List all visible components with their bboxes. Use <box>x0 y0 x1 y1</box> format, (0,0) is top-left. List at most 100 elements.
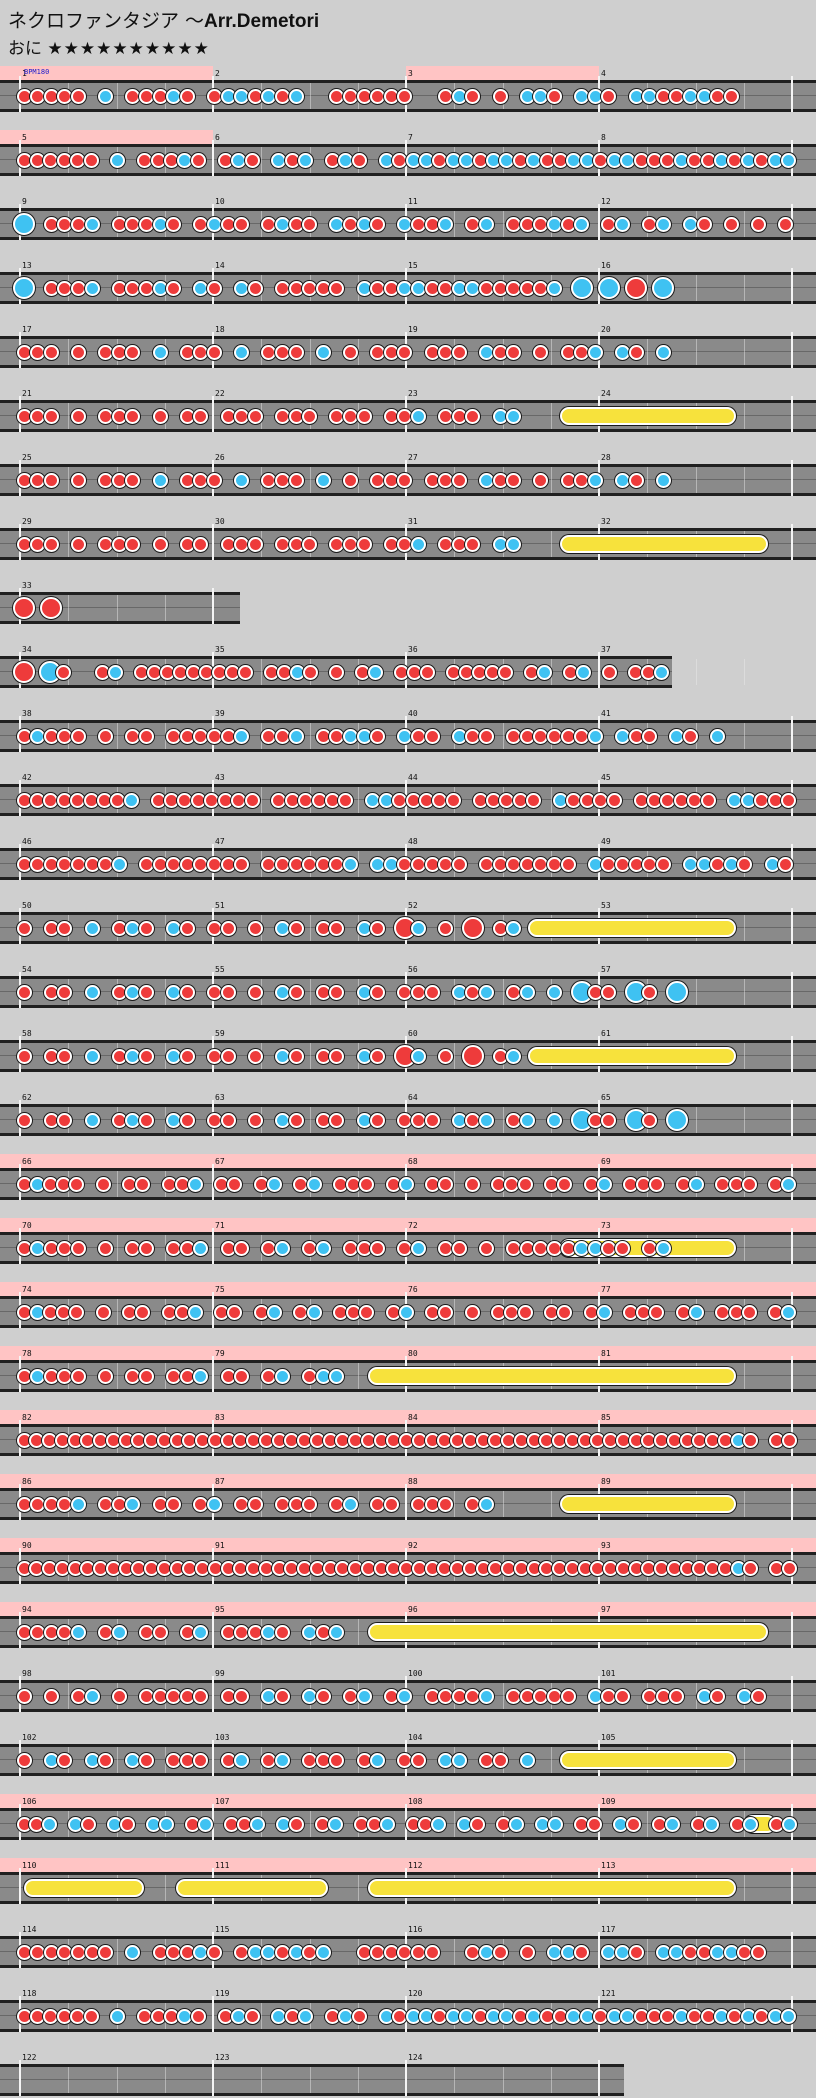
don-note <box>465 536 481 552</box>
don-note <box>470 1816 486 1832</box>
chart-row: 17 18 19 20 <box>0 322 816 370</box>
don-note <box>220 1048 236 1064</box>
don-note <box>234 536 250 552</box>
beat-line <box>357 2067 359 2093</box>
beat-line <box>647 1811 649 1837</box>
don-note <box>206 344 222 360</box>
ka-note <box>187 1176 203 1192</box>
measure-number: 88 <box>408 1477 418 1486</box>
don-note <box>237 664 253 680</box>
ka-note <box>111 1624 127 1640</box>
don-note <box>370 1048 386 1064</box>
don-note <box>83 2008 99 2024</box>
measure-line <box>598 204 600 240</box>
don-note <box>234 216 250 232</box>
lane-edgeB <box>0 1517 816 1520</box>
measure-number: 15 <box>408 261 418 270</box>
chart-row: 106 107 108 109 <box>0 1794 816 1842</box>
beat-line <box>502 1683 504 1709</box>
measure-number: 94 <box>22 1605 32 1614</box>
lane-edgeB <box>0 685 672 688</box>
beat-line <box>743 275 745 301</box>
lane-edgeT <box>0 1488 816 1491</box>
measure-number: 46 <box>22 837 32 846</box>
ka-note <box>398 1176 414 1192</box>
don-note <box>166 1368 182 1384</box>
measure-number: 97 <box>601 1605 611 1614</box>
don-note <box>329 1752 345 1768</box>
don-note <box>190 2008 206 2024</box>
measure-line <box>791 1740 793 1776</box>
big-don-note <box>13 661 35 683</box>
measure-number: 4 <box>601 69 606 78</box>
lane-edgeB <box>0 749 816 752</box>
lane-edgeB <box>0 429 816 432</box>
lane-edgeT <box>0 80 816 83</box>
measure-number: 11 <box>408 197 418 206</box>
lane-edgeT <box>0 1872 816 1875</box>
measure-line <box>19 2060 21 2096</box>
chart-row: 66 67 68 69 <box>0 1154 816 1202</box>
ka-note <box>342 728 358 744</box>
chart-row: 94 95 96 97 <box>0 1602 816 1650</box>
don-note <box>16 1752 32 1768</box>
lane-edgeB <box>0 2093 624 2096</box>
don-note <box>438 1176 454 1192</box>
don-note <box>70 1944 86 1960</box>
measure-number: 38 <box>22 709 32 718</box>
lane-edgeT <box>0 336 816 339</box>
don-note <box>438 920 454 936</box>
beat-line <box>647 275 649 301</box>
beat-line <box>164 723 166 749</box>
don-note <box>179 920 195 936</box>
measure-number: 42 <box>22 773 32 782</box>
ka-note <box>342 856 358 872</box>
beat-line <box>357 1619 359 1645</box>
measure-number: 10 <box>215 197 225 206</box>
don-note <box>274 280 290 296</box>
lane-edgeT <box>0 1232 816 1235</box>
don-note <box>231 792 247 808</box>
measure-number: 34 <box>22 645 32 654</box>
measure-number: 116 <box>408 1925 423 1934</box>
lane-edgeT <box>0 2064 624 2067</box>
don-note <box>329 920 345 936</box>
ka-note <box>536 664 552 680</box>
don-note <box>98 1944 114 1960</box>
don-note <box>370 984 386 1000</box>
measure-line <box>791 1356 793 1392</box>
ka-note <box>459 152 475 168</box>
lane-edgeB <box>0 1965 816 1968</box>
measure-number: 108 <box>408 1797 423 1806</box>
don-note <box>70 2008 86 2024</box>
ka-note <box>288 88 304 104</box>
don-note <box>302 1368 318 1384</box>
don-note <box>438 536 454 552</box>
don-note <box>69 1304 85 1320</box>
ka-note <box>509 1816 525 1832</box>
chart-row: 1 2 3 4 BPM180 <box>0 66 816 114</box>
don-note <box>138 728 154 744</box>
measure-line <box>598 652 600 688</box>
don-note <box>98 728 114 744</box>
ka-note <box>710 1944 726 1960</box>
don-note <box>206 280 222 296</box>
beat-line <box>743 1043 745 1069</box>
don-note <box>410 1944 426 1960</box>
ka-note <box>302 1688 318 1704</box>
beat-line <box>454 1939 456 1965</box>
measure-line <box>598 1932 600 1968</box>
don-note <box>506 984 522 1000</box>
chart-row: 102 103 104 105 <box>0 1730 816 1778</box>
beat-line <box>743 1875 745 1901</box>
drumroll <box>560 407 736 425</box>
measure-line <box>791 460 793 496</box>
measure-number: 26 <box>215 453 225 462</box>
don-note <box>438 1048 454 1064</box>
lane-edgeB <box>0 941 816 944</box>
measure-number: 119 <box>215 1989 230 1998</box>
ka-note <box>367 664 383 680</box>
measure-number: 62 <box>22 1093 32 1102</box>
beat-line <box>309 1043 311 1069</box>
don-note <box>70 88 86 104</box>
